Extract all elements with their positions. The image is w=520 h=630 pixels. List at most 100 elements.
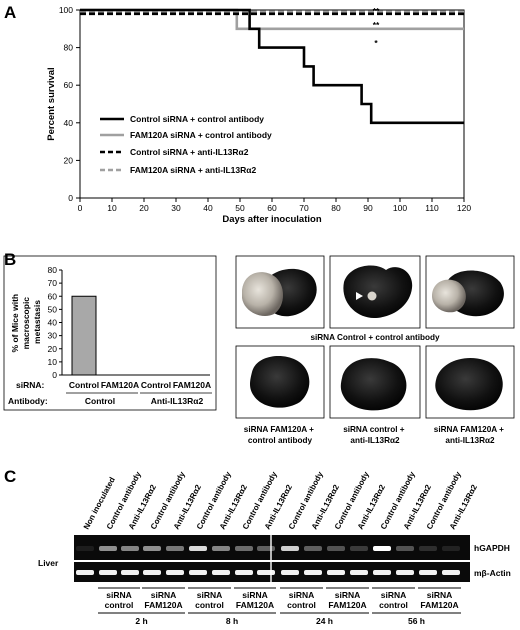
gapdh-gel-strip: [74, 535, 470, 560]
liver-photo-6: [435, 358, 503, 411]
bar-y-tick-label: 0: [52, 370, 57, 380]
survival-x-tick-label: 70: [299, 203, 309, 213]
gapdh-band: [419, 546, 437, 551]
gapdh-band: [143, 546, 161, 551]
actin-band: [99, 570, 117, 575]
bar-y-tick-label: 80: [48, 265, 58, 275]
actin-band: [166, 570, 184, 575]
actin-band: [442, 570, 460, 575]
bar-category-label: Control: [141, 380, 171, 390]
legend-label-4: FAM120A siRNA + anti-IL13Rα2: [130, 165, 256, 175]
sirna-group-label-line-2: FAM120A: [144, 600, 182, 610]
gapdh-band-label: hGAPDH: [474, 543, 510, 553]
survival-x-tick-label: 50: [235, 203, 245, 213]
sirna-group-label-line-1: siRNA: [151, 590, 177, 600]
bar-y-tick-label: 20: [48, 344, 58, 354]
significance-marker-1: **: [373, 6, 380, 16]
actin-band: [235, 570, 253, 575]
survival-x-tick-label: 110: [425, 203, 439, 213]
significance-marker-2: **: [373, 20, 380, 30]
timepoint-label: 56 h: [408, 616, 425, 626]
gapdh-band: [189, 546, 207, 551]
bar-1: [71, 295, 97, 376]
bar-category-label: Control: [69, 380, 99, 390]
panel-a-letter: A: [4, 3, 16, 22]
survival-y-tick-label: 40: [64, 118, 74, 128]
liver-photo-4: [250, 356, 310, 408]
survival-x-tick-label: 100: [393, 203, 407, 213]
actin-band: [281, 570, 299, 575]
photo-caption-4-line-2: control antibody: [248, 436, 313, 445]
legend-label-3: Control siRNA + anti-IL13Rα2: [130, 147, 249, 157]
survival-x-tick-label: 90: [363, 203, 373, 213]
survival-y-tick-label: 100: [59, 5, 73, 15]
photo-top-caption: siRNA Control + control antibody: [310, 333, 440, 342]
actin-band: [76, 570, 94, 575]
photo-caption-5-line-1: siRNA control +: [343, 425, 405, 434]
photo-caption-6-line-2: anti-IL13Rα2: [445, 436, 495, 445]
sirna-group-label-line-2: FAM120A: [328, 600, 366, 610]
bar-y-title-line-2: macroscopic: [21, 297, 31, 350]
survival-x-tick-label: 10: [107, 203, 117, 213]
bar-y-title-line-3: metastasis: [32, 300, 42, 344]
bar-y-tick-label: 10: [48, 357, 58, 367]
survival-y-axis-title: Percent survival: [46, 67, 57, 140]
bar-y-tick-label: 70: [48, 278, 58, 288]
significance-marker-3: *: [374, 38, 378, 48]
timepoint-label: 24 h: [316, 616, 333, 626]
actin-band: [257, 570, 275, 575]
survival-legend: Control siRNA + control antibody FAM120A…: [100, 114, 272, 175]
timepoint-label: 8 h: [226, 616, 238, 626]
liver-photos: siRNA Control + control antibody siRNA F…: [235, 255, 515, 445]
actin-band: [189, 570, 207, 575]
bar-category-label: FAM120A: [173, 380, 211, 390]
sirna-group-label-line-1: siRNA: [289, 590, 315, 600]
actin-band: [304, 570, 322, 575]
sirna-group-label-line-2: control: [287, 600, 316, 610]
survival-x-tick-label: 0: [78, 203, 83, 213]
photo-caption-6: siRNA FAM120A + anti-IL13Rα2: [434, 425, 506, 445]
bar-y-tick-label: 60: [48, 291, 58, 301]
gapdh-band: [76, 546, 94, 551]
survival-y-tick-label: 20: [64, 155, 74, 165]
gapdh-band: [166, 546, 184, 551]
photo-caption-4-line-1: siRNA FAM120A +: [244, 425, 314, 434]
gapdh-band: [235, 546, 253, 551]
arrowhead-icon: [356, 292, 363, 300]
gapdh-band: [350, 546, 368, 551]
bar-y-axis-title: % of Mice with macroscopic metastasis: [10, 292, 42, 353]
photo-caption-6-line-1: siRNA FAM120A +: [434, 425, 504, 434]
gapdh-band: [304, 546, 322, 551]
actin-band: [327, 570, 345, 575]
metastasis-chart-frame: [3, 255, 217, 411]
timepoint-label: 2 h: [135, 616, 147, 626]
survival-chart: 0 20 40 60 80 100 0 10 20 30 40 50 60 70 80 90 100 110 12…: [46, 5, 471, 225]
gapdh-band: [373, 546, 391, 551]
liver-photo-1: [242, 268, 317, 317]
sirna-group-label-line-2: control: [195, 600, 224, 610]
survival-y-tick-label: 80: [64, 43, 74, 53]
sirna-group-label-line-1: siRNA: [381, 590, 407, 600]
sirna-group-label-line-2: FAM120A: [236, 600, 274, 610]
actin-band: [419, 570, 437, 575]
gapdh-band: [327, 546, 345, 551]
actin-band: [143, 570, 161, 575]
survival-series-line-1: [80, 8, 464, 125]
gapdh-band: [99, 546, 117, 551]
gapdh-band: [257, 546, 275, 551]
antibody-group-anti-il13ra2: Anti-IL13Rα2: [151, 396, 204, 406]
survival-x-axis-title: Days after inoculation: [222, 214, 321, 225]
survival-x-tick-label: 80: [331, 203, 341, 213]
gapdh-band: [121, 546, 139, 551]
metastasis-bar-chart: 0 10 20 30 40 50 60 70 80 % of Mice with macrosc…: [8, 265, 212, 406]
legend-label-1: Control siRNA + control antibody: [130, 114, 264, 124]
survival-y-tick-label: 0: [68, 193, 73, 203]
actin-band: [373, 570, 391, 575]
antibody-group-control: Control: [85, 396, 115, 406]
survival-x-tick-label: 60: [267, 203, 277, 213]
actin-band: [121, 570, 139, 575]
sirna-group-label-line-1: siRNA: [197, 590, 223, 600]
tissue-label: Liver: [38, 558, 59, 568]
